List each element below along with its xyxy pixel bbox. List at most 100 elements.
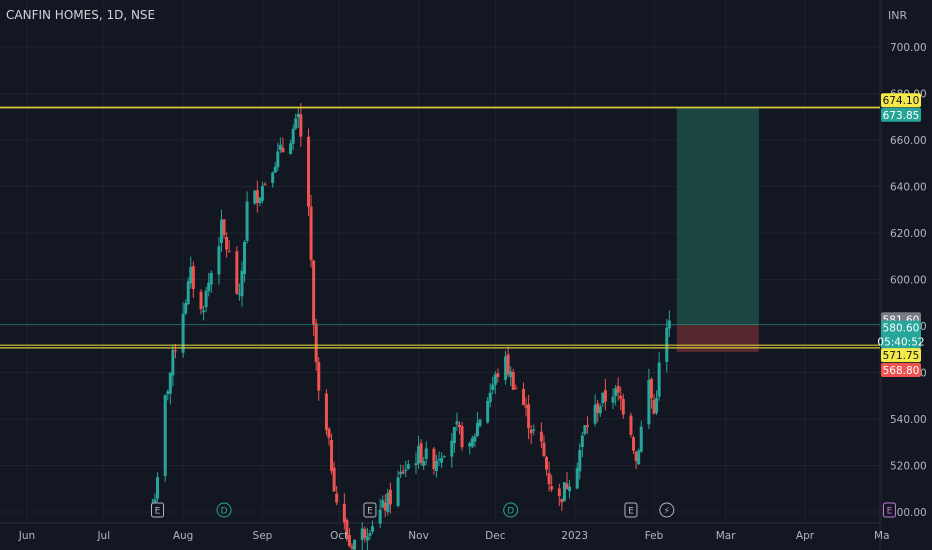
candle-body: [585, 425, 589, 427]
event-marker-label: E: [628, 507, 634, 517]
earnings-marker: [624, 502, 638, 518]
candle-body: [240, 270, 244, 297]
candle-body: [163, 395, 167, 476]
x-tick-label: Sep: [253, 530, 273, 542]
candle-body: [632, 437, 636, 451]
candle-body: [562, 482, 566, 502]
candle-body: [171, 349, 175, 376]
candle-body: [450, 440, 454, 457]
candle-body: [235, 251, 239, 294]
y-tick-label: 700.00: [890, 42, 927, 54]
candle-body: [332, 467, 336, 492]
candle-body: [496, 373, 500, 378]
price-tag: [881, 320, 921, 349]
candle-body: [181, 313, 185, 353]
price-tag-value: 580.60: [883, 323, 920, 335]
candle-body: [217, 246, 221, 275]
event-marker-label: ⚡: [664, 507, 670, 517]
candle-body: [621, 398, 625, 415]
candle-body: [273, 167, 277, 173]
candle-body: [593, 404, 597, 424]
candle-body: [335, 493, 339, 503]
candle-body: [317, 362, 321, 391]
candle-body: [639, 426, 643, 452]
candle-body: [153, 499, 157, 506]
candle-body: [491, 384, 495, 391]
event-marker-circle: [659, 502, 675, 518]
candle-body: [225, 237, 229, 250]
candle-body: [452, 426, 456, 444]
event-marker-label: E: [155, 507, 161, 517]
candle-body: [156, 477, 160, 499]
candle-body: [545, 456, 549, 470]
candle-body: [649, 378, 653, 399]
event-markers: E D E D E ⚡ E: [151, 502, 896, 518]
candle-body: [296, 113, 300, 118]
price-tag-value: 568.80: [883, 365, 920, 377]
candle-body: [173, 350, 177, 352]
candle-body: [504, 356, 508, 380]
x-tick-label: Nov: [408, 530, 429, 542]
candle-body: [237, 293, 241, 295]
candle-body: [655, 398, 659, 413]
candle-body: [350, 546, 354, 549]
candle-body: [511, 372, 515, 390]
event-marker-circle: [503, 502, 519, 518]
candle-body: [253, 190, 257, 204]
candle-body: [209, 272, 213, 285]
candle-body: [414, 463, 418, 466]
candle-body: [598, 406, 602, 414]
candle-body: [488, 392, 492, 403]
candle-body: [370, 526, 374, 532]
candle-body: [440, 457, 444, 463]
candle-body: [291, 128, 295, 144]
horizontal-levels: [0, 106, 880, 349]
candle-body: [258, 197, 262, 203]
candle-body: [468, 443, 472, 447]
candle-body: [527, 404, 531, 429]
candle-body: [368, 533, 372, 536]
price-tag-value: 571.75: [883, 350, 920, 362]
candle-body: [307, 136, 311, 207]
y-tick-label: 620.00: [890, 228, 927, 240]
y-tick-label: 640.00: [890, 182, 927, 194]
candle-body: [493, 374, 497, 385]
price-tag: [881, 93, 921, 108]
y-tick-label: 500.00: [890, 507, 927, 519]
candle-body: [399, 471, 403, 475]
candle-body: [383, 502, 387, 511]
event-marker-label: E: [887, 507, 893, 517]
candle-body: [378, 509, 382, 524]
price-tags: 674.10673.85581.60580.6005:40:52571.7556…: [877, 93, 925, 378]
candle-body: [219, 219, 223, 244]
grid: [0, 0, 883, 550]
candle-body: [202, 310, 206, 313]
candle-body: [345, 520, 349, 538]
candle-body: [652, 399, 656, 414]
candle-body: [347, 534, 351, 547]
candle-body: [401, 471, 405, 474]
candle-body: [509, 371, 513, 378]
candle-body: [276, 151, 280, 168]
candle-body: [616, 386, 620, 393]
currency-label: INR: [888, 9, 908, 22]
candle-body: [365, 536, 369, 541]
time-axis[interactable]: Jun Jul Aug Sep Oct Nov Dec 2023 Feb Mar Apr Ma: [18, 530, 890, 542]
candle-body: [281, 147, 285, 152]
symbol-title[interactable]: CANFIN HOMES, 1D, NSE: [6, 8, 156, 22]
candle-body: [455, 421, 459, 425]
candle-body: [309, 206, 313, 261]
candle-body: [419, 443, 423, 463]
candle-body: [299, 114, 303, 137]
candle-body: [486, 400, 490, 423]
candle-body: [417, 445, 421, 464]
x-tick-label: 2023: [561, 530, 588, 542]
candle-body: [222, 219, 226, 236]
candle-body: [278, 144, 282, 150]
candle-body: [634, 451, 638, 462]
candle-body: [360, 528, 364, 541]
y-tick-label: 520.00: [890, 461, 927, 473]
candle-body: [458, 424, 462, 428]
